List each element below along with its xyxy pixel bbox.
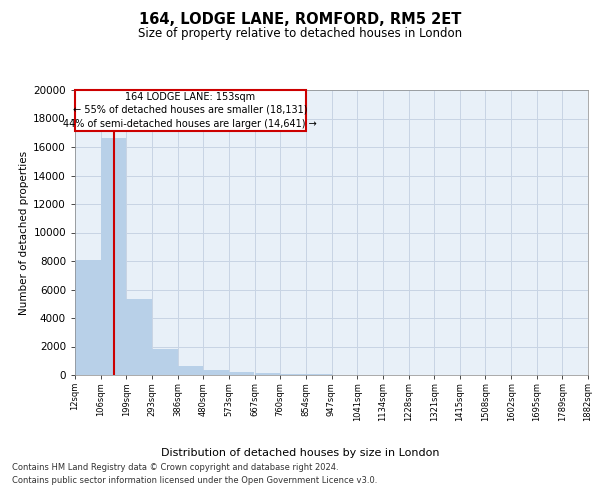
Bar	[75, 90, 306, 132]
Bar	[280, 374, 306, 375]
Bar	[101, 138, 127, 375]
Text: Distribution of detached houses by size in London: Distribution of detached houses by size …	[161, 448, 439, 458]
Bar	[203, 370, 229, 375]
Bar	[127, 300, 152, 375]
Text: ← 55% of detached houses are smaller (18,131): ← 55% of detached houses are smaller (18…	[73, 105, 308, 115]
Bar	[229, 372, 254, 375]
Text: Contains HM Land Registry data © Crown copyright and database right 2024.: Contains HM Land Registry data © Crown c…	[12, 464, 338, 472]
Bar	[152, 350, 178, 375]
Text: 44% of semi-detached houses are larger (14,641) →: 44% of semi-detached houses are larger (…	[64, 119, 317, 129]
Text: Size of property relative to detached houses in London: Size of property relative to detached ho…	[138, 28, 462, 40]
Text: 164 LODGE LANE: 153sqm: 164 LODGE LANE: 153sqm	[125, 92, 256, 102]
Bar	[75, 260, 101, 375]
Bar	[178, 366, 203, 375]
Text: Contains public sector information licensed under the Open Government Licence v3: Contains public sector information licen…	[12, 476, 377, 485]
Text: 164, LODGE LANE, ROMFORD, RM5 2ET: 164, LODGE LANE, ROMFORD, RM5 2ET	[139, 12, 461, 28]
Bar	[306, 374, 331, 375]
Y-axis label: Number of detached properties: Number of detached properties	[19, 150, 29, 314]
Bar	[254, 373, 280, 375]
